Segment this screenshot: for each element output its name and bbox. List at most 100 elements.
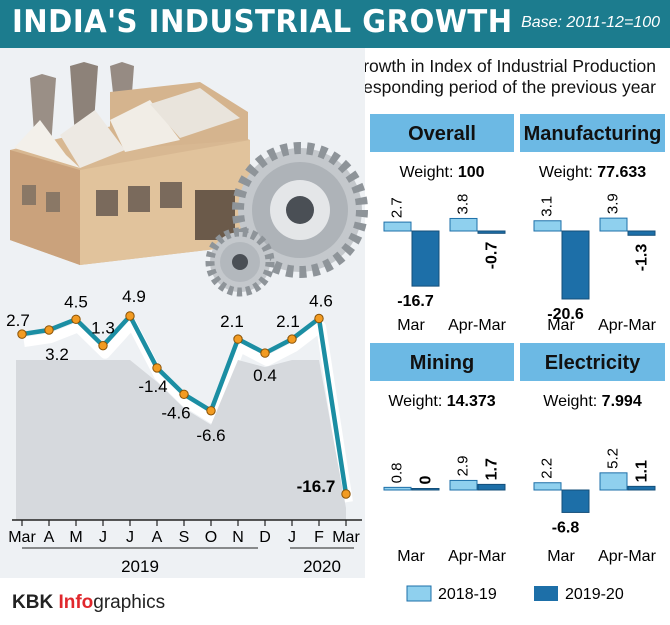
legend-swatch-2019-20: [534, 586, 558, 601]
brand-logo: KBK Infographics: [12, 592, 165, 614]
bar-2018-19-1: [449, 479, 478, 491]
x-tick-label-11: F: [314, 529, 324, 546]
panel-title: Mining: [410, 352, 474, 374]
line-value-label-4: 4.9: [122, 287, 146, 306]
bar-label-2018-19-1: 3.8: [455, 194, 472, 215]
bar-category-label-0: Mar: [397, 548, 425, 565]
brand-part-1: KBK: [12, 592, 59, 613]
bar-label-2018-19-0: 3.1: [539, 196, 556, 217]
line-value-label-1: 3.2: [45, 345, 69, 364]
bar-2018-19-0: [383, 486, 412, 491]
panel-title: Manufacturing: [524, 123, 662, 145]
bar-category-label-1: Apr-Mar: [598, 317, 656, 334]
sector-bar-panels: Overall Weight: 100 2.7 -16.7 Mar 3.8 -0.7 Apr-…: [370, 114, 665, 579]
bar-2018-19-0: [383, 221, 412, 232]
subtitle: Per cent growth in Index of Industrial P…: [236, 56, 656, 98]
bar-2019-20-1: [627, 485, 656, 491]
year-2019-label: 2019: [121, 557, 159, 576]
bar-category-label-1: Apr-Mar: [448, 317, 506, 334]
bar-2018-19-1: [599, 472, 628, 491]
panel-title: Overall: [408, 123, 476, 145]
bar-label-2019-20-1: 1.1: [634, 460, 651, 482]
monthly-growth-line-chart: 2.7 3.2 4.51.3 4.9 -1.4 -4.6 -6.6 2.1 0.4 2.1 4.6 -…: [6, 287, 362, 576]
line-value-label-9: 0.4: [253, 366, 277, 385]
bar-label-2019-20-0: -16.7: [397, 293, 434, 310]
x-tick-label-4: J: [126, 529, 134, 546]
x-tick-label-8: N: [232, 529, 244, 546]
bar-label-2018-19-1: 2.9: [455, 456, 472, 477]
panel-title-band: [370, 114, 514, 152]
bar-label-2019-20-0: 0: [418, 476, 435, 485]
bar-2019-20-1: [477, 483, 506, 491]
bar-2018-19-1: [449, 217, 478, 232]
line-value-label-10: 2.1: [276, 312, 300, 331]
x-tick-label-12: Mar: [332, 529, 360, 546]
weight-value: 7.994: [602, 393, 642, 410]
panel-weight: Weight: 77.633: [539, 164, 646, 181]
line-point-9: [260, 348, 270, 358]
bar-label-2018-19-1: 5.2: [605, 448, 622, 469]
panel-title-band: [370, 343, 514, 381]
x-tick-label-7: O: [205, 529, 217, 546]
weight-label: Weight:: [543, 393, 601, 410]
bar-label-2018-19-0: 2.2: [539, 458, 556, 479]
line-value-label-6: -4.6: [161, 403, 190, 422]
bar-category-label-0: Mar: [547, 317, 575, 334]
bar-category-label-1: Apr-Mar: [448, 548, 506, 565]
line-value-label-5: -1.4: [138, 377, 167, 396]
brand-part-3: graphics: [93, 592, 166, 613]
line-point-7: [206, 406, 216, 416]
bar-label-2019-20-0: -20.6: [547, 306, 584, 323]
x-tick-label-9: D: [259, 529, 271, 546]
base-year-note: Base: 2011-12=100: [521, 14, 660, 31]
line-value-label-0: 2.7: [6, 311, 30, 330]
bar-2018-19-0: [533, 482, 562, 491]
weight-label: Weight:: [399, 164, 457, 181]
line-value-label-3: 1.3: [91, 319, 115, 338]
weight-label: Weight:: [388, 393, 446, 410]
line-point-5: [152, 363, 162, 373]
x-tick-label-6: S: [179, 529, 190, 546]
bar-label-2019-20-1: 1.7: [484, 458, 501, 480]
infographic-title: INDIA'S INDUSTRIAL GROWTH: [12, 4, 513, 40]
bar-2019-20-1: [477, 230, 506, 234]
panel-title-band: [520, 343, 665, 381]
x-tick-label-3: J: [99, 529, 107, 546]
line-value-label-11: 4.6: [309, 291, 333, 310]
panel-weight: Weight: 14.373: [388, 393, 495, 410]
line-area-fill: [16, 360, 346, 520]
x-tick-label-2: M: [69, 529, 82, 546]
line-shadow: [23, 319, 353, 503]
line-point-0: [17, 329, 27, 339]
line-value-label-12: -16.7: [297, 477, 336, 496]
line-value-label-7: -6.6: [196, 426, 225, 445]
year-2020-label: 2020: [303, 557, 341, 576]
x-tick-label-10: J: [288, 529, 296, 546]
panel-background: [370, 343, 514, 579]
bar-category-label-1: Apr-Mar: [598, 548, 656, 565]
bar-2019-20-0: [561, 489, 590, 513]
gears-icon: [205, 142, 368, 297]
bar-panel-electricity: Electricity Weight: 7.994 2.2 -6.8 Mar 5.2 1.1…: [520, 343, 665, 579]
bar-category-label-0: Mar: [397, 317, 425, 334]
legend-label-2018-19: 2018-19: [438, 586, 497, 603]
weight-value: 14.373: [447, 393, 496, 410]
line-value-label-2: 4.5: [64, 292, 88, 311]
bar-label-2019-20-1: -1.3: [634, 244, 651, 272]
line-point-1: [44, 325, 54, 335]
line-point-3: [98, 340, 108, 351]
weight-value: 77.633: [597, 164, 646, 181]
bar-panel-mining: Mining Weight: 14.373 0.8 0 Mar 2.9 1.7 Apr-Mar: [370, 343, 514, 579]
bar-label-2018-19-1: 3.9: [605, 193, 622, 214]
panel-weight: Weight: 7.994: [543, 393, 642, 410]
weight-value: 100: [458, 164, 485, 181]
line-point-4: [125, 311, 135, 321]
line-point-12: [341, 489, 351, 499]
line-point-11: [314, 313, 324, 324]
brand-part-2: Info: [58, 592, 94, 613]
factory-icon: [10, 62, 250, 265]
line-point-8: [233, 334, 243, 344]
line-value-label-8: 2.1: [220, 312, 244, 331]
subtitle-line-2: over corresponding period of the previou…: [294, 77, 656, 97]
bar-category-label-0: Mar: [547, 548, 575, 565]
